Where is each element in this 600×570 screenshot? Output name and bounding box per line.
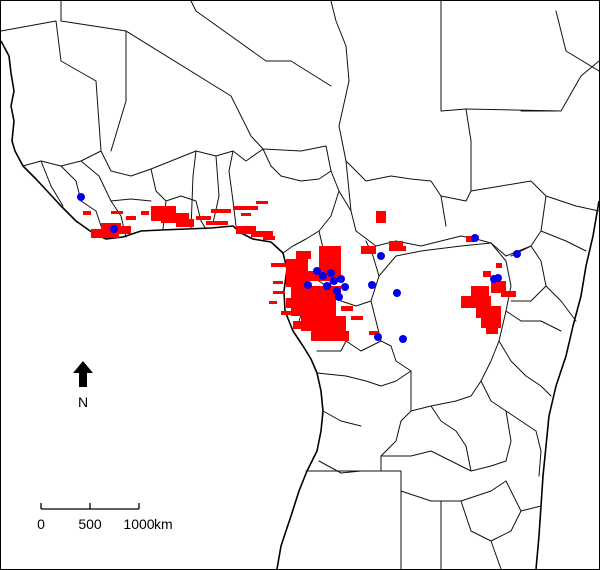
occurrence-point xyxy=(399,335,407,343)
occurrence-point xyxy=(393,289,401,297)
occurrence-point xyxy=(377,252,385,260)
occurrence-point xyxy=(323,282,331,290)
scale-tick-1000: 1000 xyxy=(123,516,154,532)
occurrence-point xyxy=(313,267,321,275)
occurrence-point xyxy=(513,250,521,258)
west-coastline xyxy=(1,40,272,243)
north-label: N xyxy=(78,394,88,410)
occurrence-point xyxy=(319,272,327,280)
occurrence-point xyxy=(471,234,479,242)
occurrence-point xyxy=(335,293,343,301)
east-coastline xyxy=(535,200,599,569)
scale-tick-500: 500 xyxy=(78,516,102,532)
occurrence-point xyxy=(368,281,376,289)
occurrence-point xyxy=(327,269,335,277)
occurrence-point xyxy=(494,274,502,282)
occurrence-point xyxy=(330,277,338,285)
occurrence-point xyxy=(337,275,345,283)
suitable-area-layer xyxy=(83,201,516,341)
north-arrow-icon xyxy=(73,361,93,387)
occurrence-point xyxy=(341,283,349,291)
occurrence-points xyxy=(77,193,521,343)
scale-tick-0: 0 xyxy=(37,516,45,532)
scale-bar: 0 500 1000 km xyxy=(37,503,173,532)
central-coastline xyxy=(270,241,324,569)
occurrence-point xyxy=(110,225,118,233)
occurrence-point xyxy=(304,281,312,289)
north-arrow: N xyxy=(73,361,93,410)
scale-unit: km xyxy=(154,516,173,532)
occurrence-point xyxy=(77,193,85,201)
occurrence-point xyxy=(374,333,382,341)
